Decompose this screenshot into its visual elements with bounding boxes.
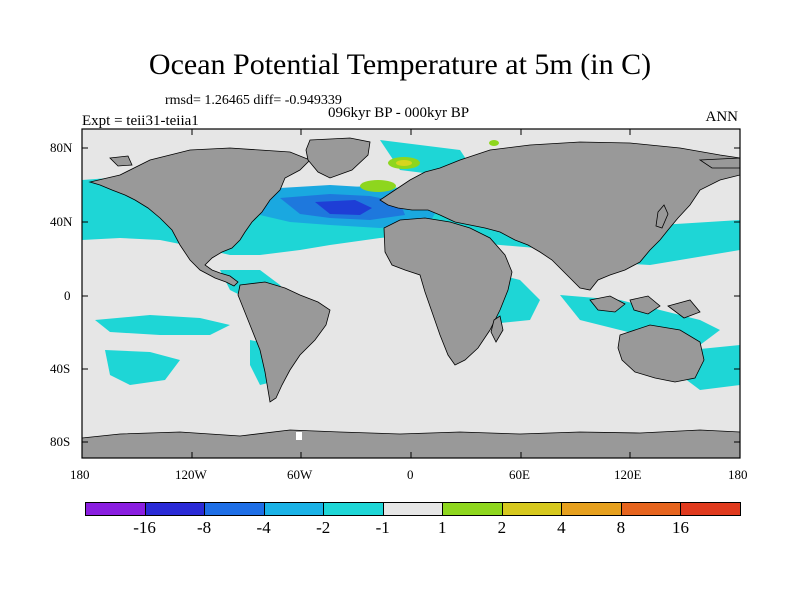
warm-anomaly-regions [360,140,499,192]
land-masses [82,137,740,458]
colorbar-box [263,502,325,516]
colorbar-box [144,502,206,516]
colorbar-label: -4 [256,518,271,537]
lon-label-180e: 180 [728,467,748,482]
lon-label-180w: 180 [70,467,90,482]
lat-label-80s: 80S [50,434,71,449]
colorbar-label: 4 [557,518,566,537]
lon-label-120e: 120E [614,467,642,482]
experiment-label: Expt = teii31-teiia1 [82,113,199,129]
colorbar-box [204,502,265,516]
colorbar-box [620,502,682,516]
plot-title: Ocean Potential Temperature at 5m (in C) [148,48,652,81]
colorbar-label: -2 [316,518,331,537]
colorbar-box [382,502,444,516]
period-label: 096kyr BP - 000kyr BP [328,105,470,121]
colorbar-box [442,502,503,516]
lat-label-40s: 40S [50,361,71,376]
colorbar-box [680,502,741,516]
colorbar-label: 1 [438,518,447,537]
stats-subtitle: rmsd= 1.26465 diff= -0.949339 [165,93,342,108]
antarctic-gap [296,432,302,440]
colorbar [85,502,741,516]
lon-label-0: 0 [407,467,414,482]
season-label: ANN [705,109,739,125]
colorbar-label: 2 [497,518,507,537]
colorbar-label: -16 [133,518,156,537]
lat-ticks [82,147,740,443]
lon-label-60w: 60W [287,467,313,482]
colorbar-box [323,502,384,516]
colorbar-box [501,502,563,516]
colorbar-label: -8 [196,518,212,537]
lat-label-40n: 40N [50,214,73,229]
lon-label-60e: 60E [509,467,530,482]
colorbar-label: -1 [375,518,390,537]
colorbar-box [561,502,622,516]
lon-label-120w: 120W [175,467,207,482]
colorbar-box [85,502,146,516]
lon-ticks [81,129,741,458]
lat-label-80n: 80N [50,140,73,155]
colorbar-label: 16 [671,518,689,537]
colorbar-label: 8 [616,518,626,537]
lat-label-0: 0 [64,288,71,303]
